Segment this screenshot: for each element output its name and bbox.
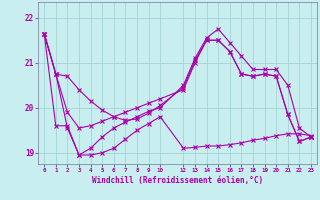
X-axis label: Windchill (Refroidissement éolien,°C): Windchill (Refroidissement éolien,°C) (92, 176, 263, 185)
